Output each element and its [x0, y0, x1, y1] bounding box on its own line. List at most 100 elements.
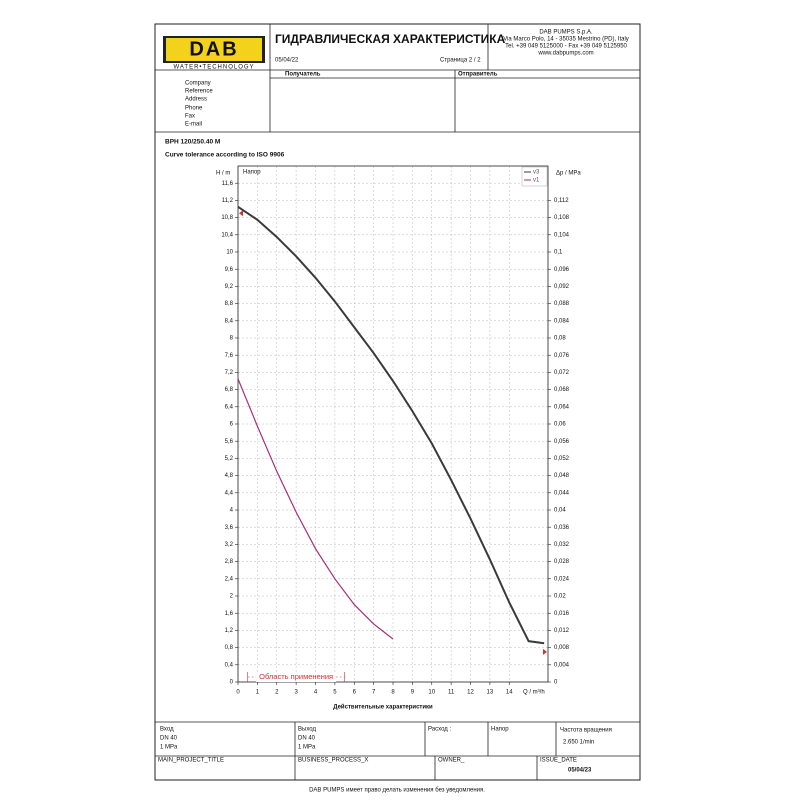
x-tick-label: 6	[353, 690, 357, 696]
y-tick-label: 6	[230, 422, 234, 428]
y-tick-label: 9,6	[225, 267, 234, 273]
outlet: DN 40	[298, 736, 316, 742]
y2-tick-label: 0,012	[554, 628, 570, 634]
y-tick-label: 11,2	[222, 198, 234, 204]
end-marker	[239, 210, 243, 217]
x-tick-label: 0	[236, 690, 240, 696]
y2-tick-label: 0,056	[554, 439, 570, 445]
y2-tick-label: 0,028	[554, 559, 570, 565]
x-tick-label: 9	[411, 690, 415, 696]
y2-tick-label: 0,052	[554, 456, 570, 462]
y-tick-label: 10,8	[221, 215, 233, 221]
y-tick-label: 9,2	[225, 284, 234, 290]
y2-tick-label: 0,024	[554, 576, 570, 582]
head: Напор	[491, 727, 509, 733]
y-tick-label: 2,8	[225, 559, 234, 565]
y-tick-label: 4,8	[225, 473, 234, 479]
x-tick-label: 12	[467, 690, 474, 696]
y-tick-label: 7,2	[225, 370, 234, 376]
y-tick-label: 8,4	[225, 318, 234, 324]
y-tick-label: 1,6	[225, 611, 234, 617]
speed: 2.650 1/min	[563, 740, 594, 746]
y2-tick-label: 0,088	[554, 301, 570, 307]
y2-tick-label: 0,108	[554, 215, 570, 221]
logo-tagline: WATER•TECHNOLOGY	[173, 65, 254, 71]
field-label: E-mail	[185, 122, 202, 128]
x-axis-label: Q / m³/h	[523, 690, 545, 696]
y2-tick-label: 0,016	[554, 611, 570, 617]
y-axis-label: H / m	[216, 171, 230, 177]
field-label: Address	[185, 97, 207, 103]
y2-tick-label: 0,08	[554, 336, 566, 342]
annotation: Область применения	[259, 672, 333, 681]
x-tick-label: 10	[428, 690, 435, 696]
y-tick-label: 3,6	[225, 525, 234, 531]
company-line: www.dabpumps.com	[537, 51, 593, 57]
x-tick-label: 1	[256, 690, 260, 696]
y-tick-label: 8,8	[225, 301, 234, 307]
y2-tick-label: 0,1	[554, 250, 563, 256]
annotation-bg	[256, 672, 337, 682]
y-tick-label: 4,4	[225, 490, 234, 496]
y2-tick-label: 0,076	[554, 353, 570, 359]
outlet: 1 MPa	[298, 745, 316, 751]
end-marker	[543, 648, 547, 655]
y2-tick-label: 0,096	[554, 267, 570, 273]
y-tick-label: 5,2	[225, 456, 234, 462]
y2-tick-label: 0,048	[554, 473, 570, 479]
y2-tick-label: 0,068	[554, 387, 570, 393]
y-tick-label: 4	[230, 508, 234, 514]
field-label: Company	[185, 81, 211, 87]
flow: Расход :	[428, 727, 451, 733]
curve-label: Напор	[243, 170, 261, 176]
field-label: Fax	[185, 114, 195, 120]
model: BPH 120/250.40 M	[165, 139, 220, 146]
y-tick-label: 1,2	[225, 628, 234, 634]
company-line: Tel. +39 049 5125000 - Fax +39 049 51259…	[505, 44, 627, 50]
y2-tick-label: 0,072	[554, 370, 570, 376]
y-tick-label: 10	[226, 250, 233, 256]
y-tick-label: 7,6	[225, 353, 234, 359]
series-line	[237, 206, 545, 645]
issue-date: 05/04/23	[568, 768, 592, 774]
y2-tick-label: 0,104	[554, 232, 570, 238]
recipient: Получатель	[285, 72, 321, 78]
y2-tick-label: 0,004	[554, 662, 570, 668]
legend-label: v1	[533, 178, 540, 184]
plot-frame	[237, 165, 549, 683]
logo: DAB	[189, 38, 238, 60]
x-tick-label: 7	[372, 690, 376, 696]
disclaimer: DAB PUMPS имеет право делать изменения б…	[309, 788, 485, 794]
inlet: DN 40	[160, 736, 178, 742]
y2-tick-label: 0,084	[554, 318, 570, 324]
y2-tick-label: 0,112	[554, 198, 569, 204]
inlet: Вход	[160, 727, 174, 733]
legend-label: v3	[533, 170, 540, 176]
y2-tick-label: 0,02	[554, 594, 566, 600]
y2-tick-label: 0,04	[554, 508, 566, 514]
x-title: Действительные характеристики	[333, 704, 433, 711]
company-line: DAB PUMPS S.p.A.	[539, 30, 593, 36]
y2-tick-label: 0,06	[554, 422, 566, 428]
inlet: 1 MPa	[160, 745, 178, 751]
page-number: Страница 2 / 2	[440, 58, 481, 64]
x-tick-label: 5	[333, 690, 337, 696]
y-tick-label: 10,4	[221, 232, 233, 238]
field-label: Phone	[185, 106, 203, 112]
x-tick-label: 4	[314, 690, 318, 696]
page-frame	[154, 23, 641, 781]
y2-tick-label: 0,092	[554, 284, 570, 290]
sender: Отправитель	[458, 72, 498, 78]
y2-axis-label: Δp / MPa	[556, 171, 581, 177]
y-tick-label: 6,4	[225, 404, 234, 410]
x-tick-label: 14	[506, 690, 513, 696]
outlet: Выход	[298, 727, 316, 733]
field-label: Reference	[185, 89, 213, 95]
y2-tick-label: 0,008	[554, 645, 570, 651]
doc-date: 05/04/22	[275, 58, 299, 64]
x-tick-label: 11	[448, 690, 455, 696]
y2-tick-label: 0	[554, 680, 558, 686]
y2-tick-label: 0,032	[554, 542, 570, 548]
y-tick-label: 5,6	[225, 439, 234, 445]
